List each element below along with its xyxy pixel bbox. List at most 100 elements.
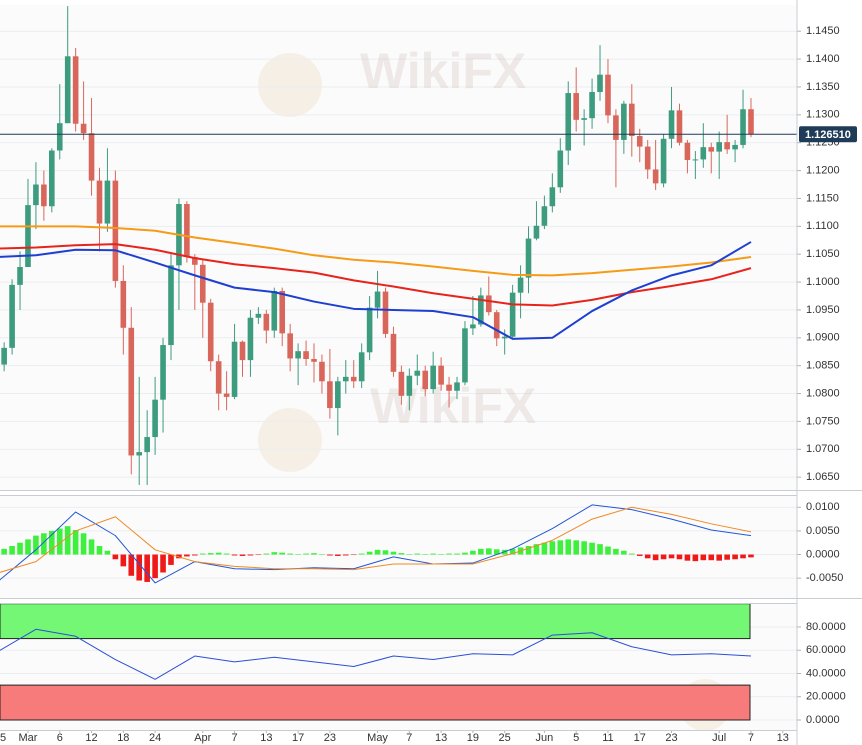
x-tick-label: 5 [573,732,579,744]
candle-body [263,313,270,331]
candle-body [398,371,405,396]
histogram-bar [33,535,39,555]
histogram-bar [199,553,206,555]
histogram-bar [17,542,23,555]
histogram-bar [303,553,309,555]
histogram-bar [740,554,746,559]
candle-body [605,74,611,116]
x-tick-label: 13 [777,732,789,744]
candle-body [557,150,564,188]
candle-body [199,264,206,303]
histogram-bar [652,554,659,561]
candle-body [676,110,683,143]
histogram-bar [72,529,79,555]
histogram-bar [319,554,325,555]
candle-body [613,115,619,140]
candle-body [64,56,71,124]
candle-body [327,381,333,409]
candle-body [350,376,357,382]
x-tick-label: 25 [499,732,511,744]
histogram-bar [732,554,738,560]
candle-body [311,358,317,362]
histogram-bar [684,554,691,561]
x-tick-label: 19 [467,732,479,744]
x-tick-label: 11 [602,732,613,744]
histogram-bar [509,548,516,555]
candle-body [406,375,413,396]
histogram-bar [533,544,540,555]
histogram-bar [358,553,365,555]
histogram-bar [25,539,31,555]
histogram-bar [215,552,222,555]
histogram-bar [287,553,293,555]
x-tick-label: 24 [149,732,161,744]
candle-body [56,123,63,151]
histogram-bar [525,546,532,555]
histogram-bar [247,554,254,556]
candle-body [708,147,715,152]
candle-body [184,204,190,257]
candle-body [17,267,23,285]
y-tick-label: 1.0900 [806,332,840,344]
histogram-bar [676,554,683,560]
watermark: WikiFX [360,43,526,99]
histogram-bar [152,554,158,579]
candle-body [438,365,444,385]
histogram-bar [573,540,579,555]
candle-body [509,292,516,337]
candle-body [700,147,707,160]
x-tick-label: 12 [85,732,97,744]
candle-body [446,384,452,391]
histogram-bar [636,554,643,556]
histogram-bar [446,553,452,555]
x-tick-label: May [367,732,388,744]
histogram-bar [748,554,754,558]
y-tick-label: 1.0800 [806,387,840,399]
candle-body [335,381,341,409]
macd-plot [0,504,797,584]
candle-body [390,333,397,372]
candle-body [478,295,484,325]
candle-body [80,123,87,134]
candle-body [517,277,524,293]
histogram-bar [96,546,103,555]
candle-body [374,291,381,308]
candle-body [104,180,111,224]
candle-body [501,336,508,339]
candle-body [231,341,238,397]
candle-body [485,295,492,313]
histogram-bar [49,530,55,555]
histogram-bar [621,550,627,555]
candle-body [629,103,635,137]
histogram-bar [366,551,373,555]
candle-body [668,110,675,139]
histogram-bar [382,550,389,555]
candle-body [470,324,476,329]
candle-body [112,180,119,281]
histogram-bar [708,554,715,561]
candle-body [430,365,436,390]
candle-body [565,93,572,151]
candle-body [144,437,150,453]
histogram-bar [414,553,421,555]
candle-body [422,370,429,390]
histogram-bar [128,554,135,576]
y-tick-label: 1.1000 [806,276,840,288]
candle-body [207,302,214,362]
candle-body [660,138,667,184]
candle-body [25,205,31,268]
x-tick-label: 7 [748,732,754,744]
histogram-bar [9,546,15,555]
candle-body [740,109,746,145]
histogram-bar [644,554,651,559]
y-tick-label: 0.0000 [806,714,840,726]
candle-body [493,312,500,339]
histogram-bar [335,554,341,556]
x-tick-label: 23 [324,732,336,744]
x-tick-label: 13 [435,732,447,744]
histogram-bar [64,526,71,555]
candle-body [342,376,349,382]
candle-body [644,146,651,170]
y-tick-label: 1.0650 [806,471,840,483]
candle-body [287,333,293,359]
